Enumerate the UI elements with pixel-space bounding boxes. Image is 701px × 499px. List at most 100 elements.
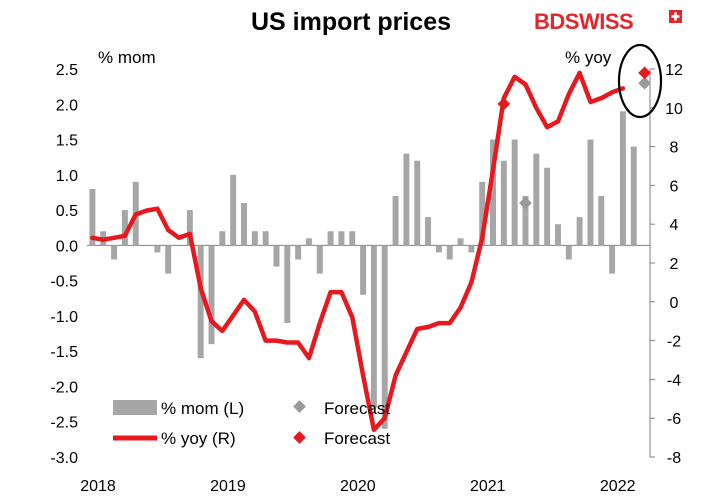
left-tick-label: 0.5 [56, 203, 78, 220]
legend-forecast-yoy-marker [293, 431, 306, 444]
left-tick-label: 2.0 [56, 97, 78, 114]
right-tick-label: 12 [665, 62, 683, 79]
x-tick-label: 2022 [600, 478, 636, 495]
mom-bar [425, 217, 432, 246]
mom-bar [165, 245, 172, 274]
right-tick-label: -6 [667, 411, 681, 428]
logo-swiss: SWISS [565, 9, 633, 34]
legend-forecast-mom-label: Forecast [324, 399, 390, 418]
mom-bar [457, 238, 464, 246]
mom-bar [576, 217, 583, 246]
left-axis-unit: % mom [98, 48, 156, 67]
brand-logo: BDSWISS [534, 9, 682, 34]
mom-bar [241, 203, 247, 246]
legend: % mom (L) Forecast % yoy (R) Forecast [113, 399, 390, 448]
mom-bar [230, 174, 237, 246]
left-tick-label: -2.5 [50, 415, 78, 432]
legend-forecast-yoy-label: Forecast [324, 429, 390, 448]
right-tick-label: 8 [670, 140, 679, 157]
chart-title: US import prices [251, 8, 451, 36]
legend-mom-swatch [113, 400, 157, 415]
mom-bar [598, 195, 605, 246]
mom-bar [533, 153, 540, 246]
legend-mom-label: % mom (L) [161, 399, 244, 418]
mom-bar [479, 181, 486, 246]
mom-bar [490, 139, 496, 246]
mom-bar [154, 245, 161, 253]
right-tick-label: 4 [670, 217, 679, 234]
mom-bar [89, 188, 96, 246]
mom-bar [295, 245, 302, 260]
left-axis-ticks: 2.5 2.0 1.5 1.0 0.5 0.0 -0.5 -1.0 -1.5 -2.0 -2.5 -3… [50, 62, 78, 467]
right-tick-label: 2 [670, 256, 679, 273]
mom-bar [121, 210, 128, 246]
mom-bar [327, 231, 334, 246]
mom-bar [305, 238, 312, 246]
forecast-highlight-ellipse [617, 43, 663, 119]
legend-forecast-mom-marker [293, 400, 306, 413]
mom-bar [381, 245, 388, 429]
right-tick-label: 0 [670, 295, 679, 312]
mom-bar [565, 245, 572, 260]
mom-bar [522, 195, 529, 246]
mom-bar [349, 231, 356, 246]
mom-bar [208, 245, 215, 345]
x-tick-label: 2019 [210, 478, 246, 495]
mom-bar [435, 245, 442, 253]
left-tick-label: 0.0 [56, 238, 78, 255]
x-tick-label: 2021 [470, 478, 506, 495]
forecast-yoy-point [497, 97, 511, 111]
mom-bar [316, 245, 323, 274]
right-axis-ticks: 12 10 8 6 4 2 0 -2 -4 -6 -8 [650, 62, 683, 467]
mom-bar [338, 231, 345, 246]
mom-bar [262, 231, 269, 246]
right-tick-label: -4 [667, 372, 681, 389]
mom-bar [554, 224, 561, 246]
mom-bar [360, 245, 367, 295]
x-axis-labels: 2018 2019 2020 2021 2022 [80, 478, 635, 495]
x-tick-label: 2018 [80, 478, 116, 495]
mom-bar [511, 139, 518, 246]
mom-bar [587, 139, 594, 246]
mom-bar [609, 245, 616, 274]
left-tick-label: 1.0 [56, 168, 78, 185]
right-tick-label: -2 [667, 334, 681, 351]
left-tick-label: -0.5 [50, 274, 78, 291]
mom-bar [111, 245, 118, 260]
mom-bar [370, 245, 377, 408]
yoy-line [90, 70, 626, 433]
mom-bar [414, 160, 421, 246]
right-tick-label: -8 [667, 450, 681, 467]
mom-bar [619, 111, 626, 246]
mom-bar [500, 160, 507, 246]
right-axis-unit: % yoy [565, 48, 612, 67]
mom-bar [403, 153, 410, 246]
mom-bar [468, 245, 475, 253]
left-tick-label: 2.5 [56, 62, 78, 79]
legend-yoy-label: % yoy (R) [161, 429, 236, 448]
left-tick-label: -2.0 [50, 379, 78, 396]
left-tick-label: -1.5 [50, 344, 78, 361]
mom-bar [219, 231, 226, 246]
mom-bar [186, 210, 193, 246]
x-tick-label: 2020 [340, 478, 376, 495]
right-tick-label: 6 [670, 178, 679, 195]
mom-bar [544, 167, 551, 246]
mom-bar [392, 195, 399, 246]
forecast-mom-point [519, 196, 532, 210]
mom-bar [251, 231, 258, 246]
left-tick-label: 1.5 [56, 133, 78, 150]
mom-bar [284, 245, 291, 323]
mom-bar [197, 245, 204, 359]
mom-bar [446, 245, 453, 260]
mom-bar [630, 146, 637, 246]
logo-bd: BD [534, 9, 565, 34]
right-tick-label: 10 [665, 101, 683, 118]
left-tick-label: -1.0 [50, 309, 78, 326]
mom-bar [273, 245, 280, 267]
logo-text: BDSWISS [534, 9, 633, 34]
forecast-yoy-point [638, 66, 651, 80]
swiss-cross-horizontal [671, 15, 680, 18]
left-tick-label: -3.0 [50, 450, 78, 467]
